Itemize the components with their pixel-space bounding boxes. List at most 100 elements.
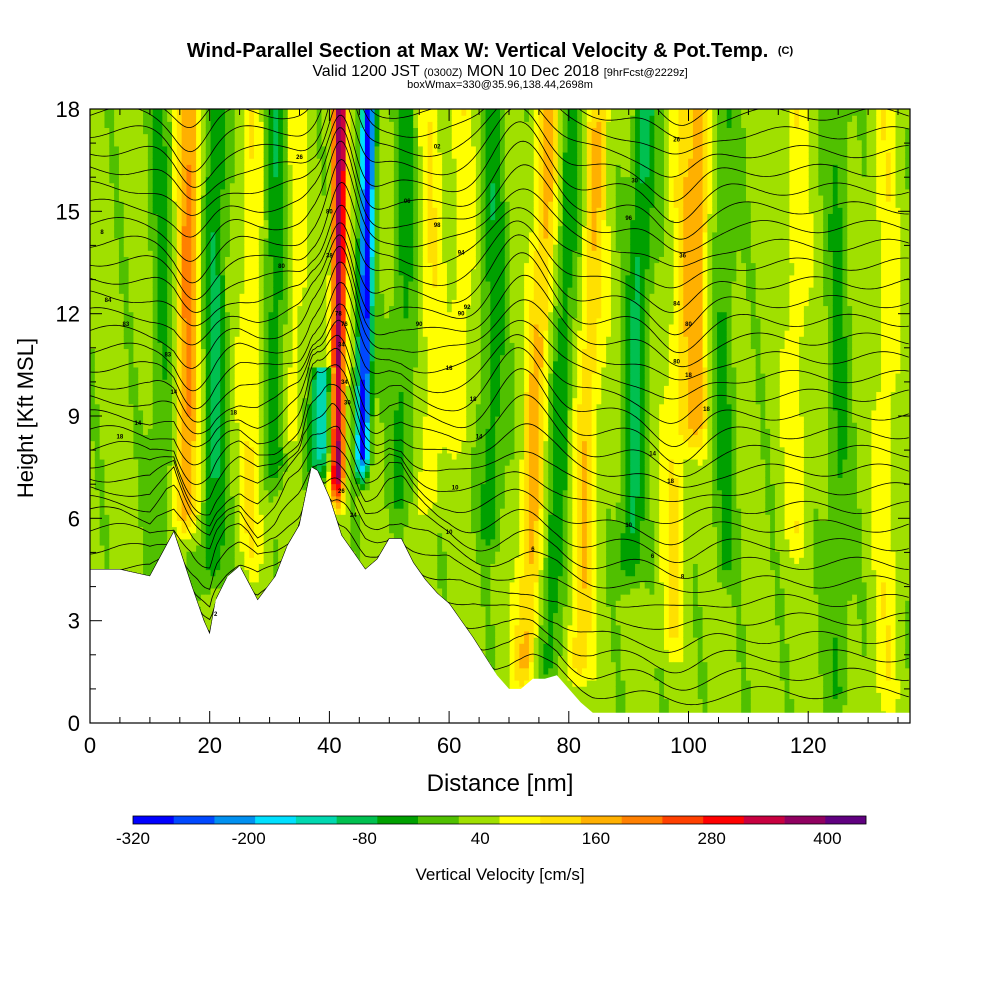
velocity-cell: [278, 262, 284, 270]
velocity-cell: [109, 495, 115, 503]
velocity-cell: [225, 354, 231, 362]
velocity-cell: [152, 403, 159, 411]
velocity-cell: [229, 348, 236, 356]
velocity-cell: [278, 538, 284, 546]
velocity-cell: [109, 127, 115, 135]
velocity-cell: [254, 428, 260, 436]
velocity-cell: [181, 520, 188, 528]
velocity-cell: [292, 428, 299, 436]
velocity-cell: [316, 366, 323, 374]
velocity-cell: [229, 139, 236, 147]
velocity-cell: [326, 176, 332, 184]
velocity-cell: [220, 317, 226, 325]
velocity-cell: [210, 188, 217, 196]
velocity-cell: [94, 446, 101, 454]
velocity-cell: [196, 317, 202, 325]
velocity-cell: [123, 428, 130, 436]
velocity-cell: [90, 366, 96, 374]
velocity-cell: [297, 182, 303, 190]
velocity-cell: [210, 299, 217, 307]
velocity-cell: [239, 293, 245, 300]
velocity-cell: [90, 201, 96, 208]
velocity-cell: [152, 508, 159, 515]
velocity-cell: [167, 317, 173, 325]
velocity-cell: [94, 403, 101, 411]
velocity-cell: [90, 256, 96, 264]
velocity-cell: [278, 557, 284, 564]
velocity-cell: [172, 194, 178, 202]
velocity-cell: [292, 182, 299, 190]
velocity-cell: [297, 139, 303, 147]
velocity-cell: [254, 188, 260, 196]
velocity-cell: [210, 133, 217, 141]
velocity-cell: [254, 342, 260, 350]
velocity-cell: [307, 317, 313, 325]
velocity-cell: [99, 201, 106, 208]
velocity-cell: [152, 323, 159, 331]
velocity-cell: [138, 201, 144, 208]
velocity-cell: [302, 446, 308, 454]
velocity-cell: [138, 514, 144, 521]
velocity-cell: [234, 532, 241, 540]
velocity-cell: [99, 403, 106, 411]
velocity-cell: [278, 489, 284, 497]
velocity-cell: [99, 526, 106, 534]
velocity-cell: [307, 207, 313, 214]
velocity-cell: [210, 207, 217, 214]
velocity-cell: [292, 403, 299, 411]
velocity-cell: [99, 164, 106, 171]
velocity-cell: [167, 501, 173, 509]
velocity-cell: [287, 287, 294, 294]
velocity-cell: [239, 207, 245, 214]
velocity-cell: [205, 182, 212, 190]
velocity-cell: [326, 194, 332, 202]
velocity-cell: [118, 207, 125, 214]
velocity-cell: [143, 201, 149, 208]
velocity-cell: [287, 231, 294, 239]
velocity-cell: [268, 551, 274, 558]
velocity-cell: [249, 274, 255, 282]
velocity-cell: [220, 563, 226, 571]
velocity-cell: [321, 366, 327, 374]
velocity-cell: [215, 250, 221, 257]
velocity-cell: [287, 317, 294, 325]
velocity-cell: [114, 330, 120, 337]
velocity-cell: [307, 219, 313, 227]
velocity-cell: [239, 385, 245, 393]
velocity-cell: [123, 422, 130, 429]
velocity-cell: [311, 385, 318, 393]
velocity-cell: [128, 139, 135, 147]
velocity-cell: [316, 244, 323, 251]
velocity-cell: [273, 201, 279, 208]
velocity-cell: [200, 250, 207, 257]
velocity-cell: [316, 121, 323, 129]
velocity-cell: [90, 121, 96, 129]
velocity-cell: [268, 422, 274, 429]
velocity-cell: [268, 409, 274, 417]
velocity-cell: [210, 600, 217, 607]
velocity-cell: [191, 575, 197, 583]
velocity-cell: [239, 440, 245, 448]
velocity-cell: [302, 416, 308, 423]
velocity-cell: [128, 557, 135, 564]
velocity-cell: [191, 551, 197, 558]
velocity-cell: [220, 569, 226, 577]
velocity-cell: [181, 201, 188, 208]
velocity-cell: [220, 299, 226, 307]
velocity-cell: [186, 237, 192, 245]
velocity-cell: [282, 465, 289, 472]
velocity-cell: [258, 145, 265, 153]
velocity-cell: [133, 268, 139, 276]
velocity-cell: [311, 207, 318, 214]
velocity-cell: [176, 115, 183, 122]
velocity-cell: [239, 477, 245, 485]
velocity-cell: [104, 446, 110, 454]
velocity-cell: [268, 274, 274, 282]
velocity-cell: [282, 231, 289, 239]
velocity-cell: [94, 250, 101, 257]
velocity-cell: [104, 201, 110, 208]
velocity-cell: [220, 109, 226, 116]
velocity-cell: [118, 151, 125, 159]
velocity-cell: [104, 250, 110, 257]
velocity-cell: [215, 428, 221, 436]
